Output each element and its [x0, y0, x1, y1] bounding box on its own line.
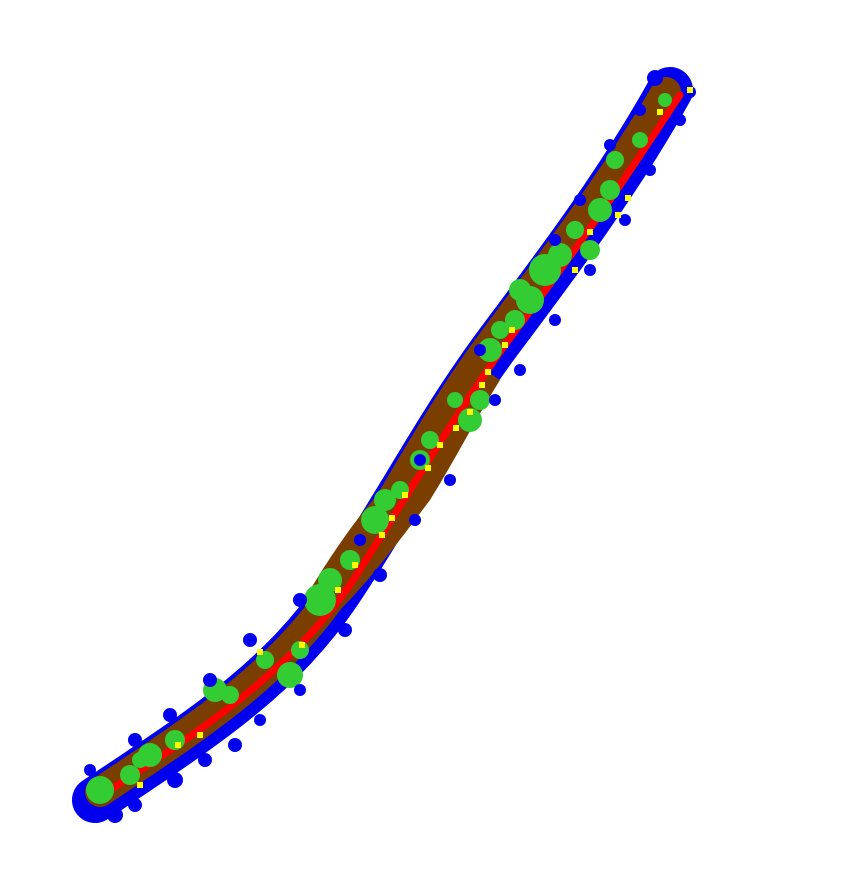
- marker-point: [615, 212, 621, 218]
- vegetation-patch: [361, 506, 389, 534]
- vegetation-patch: [505, 310, 525, 330]
- shadow-edge-patch: [163, 708, 177, 722]
- marker-point: [389, 515, 395, 521]
- marker-point: [437, 442, 443, 448]
- vegetation-patch: [491, 321, 509, 339]
- shadow-edge-patch: [444, 474, 456, 486]
- marker-point: [175, 742, 181, 748]
- shadow-edge-patch: [514, 364, 526, 376]
- shadow-edge-patch: [647, 70, 663, 86]
- vegetation-patch: [478, 338, 502, 362]
- shadow-edge-patch: [293, 593, 307, 607]
- vegetation-patch: [132, 752, 148, 768]
- vegetation-patch: [318, 568, 342, 592]
- vegetation-patch: [548, 243, 572, 267]
- shadow-edge-patch: [203, 673, 217, 687]
- vegetation-patch: [221, 686, 239, 704]
- vegetation-patch: [447, 392, 463, 408]
- vegetation-patch: [120, 765, 140, 785]
- vegetation-patch: [470, 390, 490, 410]
- shadow-edge-patch: [619, 214, 631, 226]
- shadow-edge-patch: [107, 807, 123, 823]
- marker-point: [625, 195, 631, 201]
- vegetation-patch: [256, 651, 274, 669]
- marker-point: [425, 465, 431, 471]
- vegetation-patch: [421, 431, 439, 449]
- shadow-edge-patch: [549, 314, 561, 326]
- shadow-edge-patch: [584, 264, 596, 276]
- vegetation-patch: [600, 180, 620, 200]
- vegetation-patch: [374, 489, 396, 511]
- vegetation-patch: [606, 151, 624, 169]
- shadow-edge-patch: [604, 139, 616, 151]
- shadow-edge-patch: [644, 164, 656, 176]
- marker-point: [467, 409, 473, 415]
- shadow-edge-patch: [574, 194, 586, 206]
- shadow-edge-patch: [674, 114, 686, 126]
- shadow-edge-patch: [128, 733, 142, 747]
- vegetation-patch: [566, 221, 584, 239]
- vegetation-patch: [509, 279, 531, 301]
- shadow-edge-patch: [634, 104, 646, 116]
- shadow-edge-patch: [409, 514, 421, 526]
- vegetation-patch: [658, 93, 672, 107]
- shadow-edge-patch: [489, 394, 501, 406]
- marker-point: [572, 267, 578, 273]
- vegetation-patch: [304, 584, 336, 616]
- marker-point: [485, 369, 491, 375]
- shadow-edge-patch: [243, 633, 257, 647]
- shadow-edge-patch: [254, 714, 266, 726]
- marker-points: [137, 87, 693, 788]
- marker-point: [502, 342, 508, 348]
- marker-point: [197, 732, 203, 738]
- vegetation-patch: [580, 240, 600, 260]
- shadow-edge-patch: [198, 753, 212, 767]
- marker-point: [299, 642, 305, 648]
- shadow-edge-patch: [549, 234, 561, 246]
- shadow-edge-patch: [338, 623, 352, 637]
- marker-point: [509, 327, 515, 333]
- shadow-edge-patch: [228, 738, 242, 752]
- shadow-edge-patch: [84, 764, 96, 776]
- marker-point: [587, 229, 593, 235]
- marker-point: [479, 382, 485, 388]
- shadow-edge-patch: [294, 684, 306, 696]
- marker-point: [335, 587, 341, 593]
- shadow-edge-patch: [474, 344, 486, 356]
- shadow-edge-patch: [354, 534, 366, 546]
- marker-point: [257, 649, 263, 655]
- vegetation-patch: [86, 776, 114, 804]
- vegetation-patch: [277, 662, 303, 688]
- shadow-edge-patch: [167, 772, 183, 788]
- marker-point: [402, 492, 408, 498]
- vegetation-patch: [458, 408, 482, 432]
- vegetation-patch: [632, 132, 648, 148]
- marker-point: [687, 87, 693, 93]
- marker-point: [352, 562, 358, 568]
- shadow-edge-patch: [414, 454, 426, 466]
- marker-point: [657, 109, 663, 115]
- marker-point: [379, 532, 385, 538]
- shadow-edge-patch: [128, 798, 142, 812]
- shadow-edge-patch: [373, 568, 387, 582]
- marker-point: [453, 425, 459, 431]
- marker-point: [137, 782, 143, 788]
- vegetation-patch: [588, 198, 612, 222]
